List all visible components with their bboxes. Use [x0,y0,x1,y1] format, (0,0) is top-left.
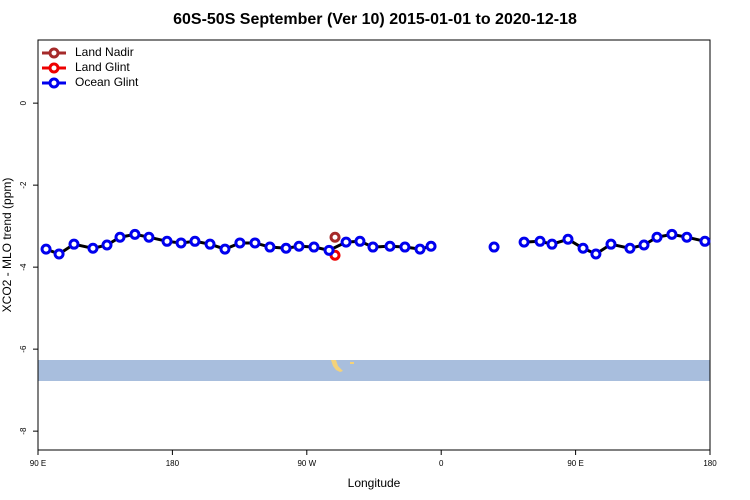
data-point [605,238,617,250]
x-tick-label: 0 [439,459,444,468]
data-point [161,235,173,247]
data-point [384,240,396,252]
data-point [699,235,711,247]
data-point [534,235,546,247]
data-point [399,241,411,253]
data-point [329,231,341,243]
data-point [308,241,320,253]
data-point [681,231,693,243]
legend-label: Ocean Glint [75,75,139,89]
y-tick-label: 0 [19,100,28,105]
data-point [340,236,352,248]
data-point [249,237,261,249]
legend-label: Land Nadir [75,45,134,59]
data-point [234,237,246,249]
data-point [624,242,636,254]
data-point [40,243,52,255]
legend-marker [48,62,60,74]
data-point [264,241,276,253]
land-patch [350,362,354,364]
data-point [651,231,663,243]
x-tick-label: 90 E [30,459,46,468]
data-point [87,242,99,254]
data-point [114,231,126,243]
chart-title: 60S-50S September (Ver 10) 2015-01-01 to… [173,11,577,28]
data-point [143,231,155,243]
x-axis-label: Longitude [348,476,401,490]
y-tick-label: -2 [19,181,28,189]
plot-frame [37,39,711,451]
data-point [518,236,530,248]
data-point [129,228,141,240]
land-patch [331,360,343,372]
data-point [293,240,305,252]
legend-marker [48,47,60,59]
data-point [101,239,113,251]
y-tick-label: -4 [19,263,28,271]
x-tick-label: 180 [166,459,180,468]
data-point [666,228,678,240]
data-point [219,243,231,255]
data-point [590,248,602,260]
data-point [323,244,335,256]
data-point [562,233,574,245]
x-tick-label: 90 W [297,459,316,468]
data-point [280,242,292,254]
data-point [204,238,216,250]
data-point [53,248,65,260]
ocean-band [38,360,710,381]
y-axis-label: XCO2 - MLO trend (ppm) [0,178,14,313]
data-point [638,239,650,251]
data-point [425,240,437,252]
legend-label: Land Glint [75,60,130,74]
data-point [367,241,379,253]
data-point [546,238,558,250]
data-point [414,243,426,255]
legend-marker [48,77,60,89]
x-tick-label: 180 [703,459,717,468]
data-point [577,242,589,254]
data-point [354,235,366,247]
y-tick-label: -6 [19,345,28,353]
y-tick-label: -8 [19,427,28,435]
data-point [175,237,187,249]
data-point [68,238,80,250]
x-tick-label: 90 E [567,459,583,468]
data-point [189,235,201,247]
data-point [488,241,500,253]
